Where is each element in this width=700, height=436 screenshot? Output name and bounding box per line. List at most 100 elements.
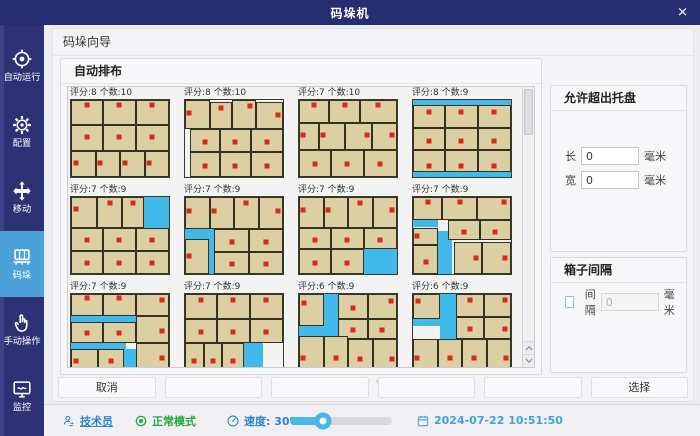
empty-button-2[interactable] xyxy=(271,377,369,398)
slider-fill xyxy=(290,416,323,425)
box xyxy=(189,129,221,153)
box-marker xyxy=(357,356,363,362)
sidebar-item-4[interactable]: 码垛 xyxy=(0,231,44,297)
gap-area xyxy=(413,100,511,106)
pallet-preview xyxy=(184,293,284,367)
box-marker xyxy=(426,109,432,115)
layout-option-1[interactable]: 评分:8 个数:10 xyxy=(70,88,182,185)
layout-option-4[interactable]: 评分:8 个数:9 xyxy=(412,88,522,185)
layout-option-9[interactable]: 评分:7 个数:9 xyxy=(70,282,182,367)
box-marker xyxy=(116,295,122,301)
pallet-preview xyxy=(298,99,398,178)
box-marker xyxy=(149,237,155,243)
box-marker xyxy=(357,200,363,206)
box-marker xyxy=(502,255,508,261)
layout-option-8[interactable]: 评分:7 个数:9 xyxy=(412,185,522,282)
sidebar: 自动运行 配置 移动 码垛 手动操作 监控 xyxy=(0,25,44,436)
layout-option-label: 评分:7 个数:9 xyxy=(298,185,355,195)
box xyxy=(135,125,169,151)
box xyxy=(445,127,478,151)
box-marker xyxy=(447,355,453,361)
layout-option-5[interactable]: 评分:7 个数:9 xyxy=(70,185,182,282)
scroll-up-icon[interactable] xyxy=(523,341,534,354)
box xyxy=(456,317,484,339)
slider-handle[interactable] xyxy=(314,412,332,429)
layout-option-3[interactable]: 评分:7 个数:10 xyxy=(298,88,410,185)
box-marker xyxy=(116,102,122,108)
empty-button-4[interactable] xyxy=(484,377,582,398)
box xyxy=(185,197,210,230)
box-marker xyxy=(116,237,122,243)
layout-option-10[interactable]: 评分:7 个数:9 xyxy=(184,282,296,367)
user-name: 技术员 xyxy=(80,414,113,428)
box xyxy=(144,150,169,177)
layout-option-11[interactable]: 评分:6 个数:9 xyxy=(298,282,410,367)
scrollbar[interactable] xyxy=(522,87,534,367)
layout-option-label: 评分:7 个数:9 xyxy=(184,185,241,195)
box-marker xyxy=(502,297,508,303)
box xyxy=(338,318,368,339)
select-button[interactable]: 选择 xyxy=(590,377,688,398)
close-icon[interactable]: ✕ xyxy=(677,5,688,20)
box xyxy=(103,294,136,316)
pallet-preview xyxy=(412,99,512,178)
pallet-preview xyxy=(298,293,398,367)
calendar-icon xyxy=(417,415,429,426)
scrollbar-thumb[interactable] xyxy=(524,89,533,135)
box xyxy=(413,150,446,172)
cancel-button[interactable]: 取消 xyxy=(58,377,156,398)
box xyxy=(371,123,397,151)
gap-checkbox[interactable] xyxy=(565,296,575,308)
layout-option-12[interactable]: 评分:6 个数:9 xyxy=(412,282,522,367)
layout-option-2[interactable]: 评分:8 个数:10 xyxy=(184,88,296,185)
sidebar-item-1[interactable]: 自动运行 xyxy=(0,33,44,99)
box xyxy=(234,197,259,230)
box xyxy=(413,227,439,245)
box xyxy=(135,294,169,316)
box xyxy=(214,251,249,274)
box xyxy=(209,102,233,130)
box-marker xyxy=(364,132,370,138)
mode-text: 正常模式 xyxy=(152,414,196,428)
box-marker xyxy=(389,132,395,138)
box xyxy=(248,251,283,274)
box xyxy=(299,100,330,124)
box-marker xyxy=(230,329,236,335)
box-marker xyxy=(333,355,339,361)
box-marker xyxy=(130,200,136,206)
width-input[interactable] xyxy=(581,171,639,189)
empty-button-1[interactable] xyxy=(164,377,262,398)
box xyxy=(203,343,223,367)
speed-slider[interactable] xyxy=(290,412,392,429)
box-marker xyxy=(243,200,249,206)
scroll-down-icon[interactable] xyxy=(523,354,534,367)
gap-input[interactable] xyxy=(600,293,659,311)
layout-option-6[interactable]: 评分:7 个数:9 xyxy=(184,185,296,282)
box-marker xyxy=(458,163,464,169)
gap-area xyxy=(363,249,397,274)
box-marker xyxy=(186,110,192,116)
box-marker xyxy=(264,163,270,169)
sidebar-item-5[interactable]: 手动操作 xyxy=(0,297,44,363)
length-input[interactable] xyxy=(581,147,639,165)
box-marker xyxy=(73,206,79,212)
datetime-text: 2024-07-22 10:51:50 xyxy=(434,414,563,427)
overhang-group-title: 允许超出托盘 xyxy=(551,86,686,111)
box xyxy=(367,294,397,319)
sidebar-item-3[interactable]: 移动 xyxy=(0,165,44,231)
gap-area xyxy=(208,239,215,274)
user-status[interactable]: 技术员 xyxy=(62,413,113,429)
box-gap-group-title: 箱子间隔 xyxy=(551,258,686,283)
box xyxy=(71,294,104,316)
box-marker xyxy=(107,200,113,206)
box xyxy=(299,227,332,250)
empty-button-3[interactable] xyxy=(377,377,475,398)
box-marker xyxy=(146,160,152,166)
sidebar-item-6[interactable]: 监控 xyxy=(0,363,44,429)
layout-option-7[interactable]: 评分:7 个数:9 xyxy=(298,185,410,282)
box-marker xyxy=(263,239,269,245)
sidebar-item-2[interactable]: 配置 xyxy=(0,99,44,165)
box xyxy=(299,294,325,327)
box xyxy=(98,349,124,367)
box xyxy=(71,349,99,367)
